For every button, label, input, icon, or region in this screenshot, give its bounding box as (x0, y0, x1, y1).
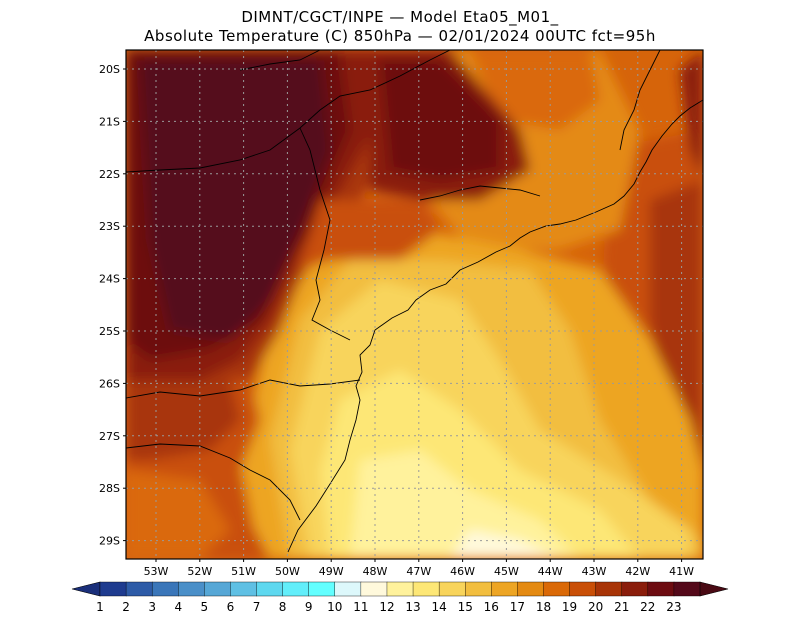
coastline (287, 99, 703, 553)
colorbar-segment (517, 581, 544, 597)
lon-tick-label: 47W (406, 565, 431, 578)
colorbar-label: 19 (562, 600, 577, 614)
colorbar-segment (125, 581, 153, 597)
colorbar-segment (99, 581, 127, 597)
colorbar-segment (595, 581, 623, 597)
colorbar-labels: 1 2 3 4 5 6 7 8 9 10 11 12 13 14 15 16 17 18 19 20 21 22 23 (96, 600, 681, 614)
colorbar-segment (386, 581, 414, 597)
lon-tick-label: 50W (275, 565, 300, 578)
colorbar-label: 14 (431, 600, 446, 614)
colorbar-label: 8 (279, 600, 287, 614)
colorbar-segment (543, 581, 571, 597)
lon-tick-label: 44W (538, 565, 563, 578)
colorbar-segment (438, 581, 466, 597)
state-border-3 (126, 379, 361, 399)
lon-tick-label: 46W (450, 565, 475, 578)
state-border-7 (239, 50, 321, 71)
colorbar-label: 4 (174, 600, 182, 614)
colorbar-segment (256, 581, 284, 597)
lat-tick-label: 29S (99, 535, 120, 548)
lon-tick-label: 48W (363, 565, 388, 578)
lon-tick-label: 45W (494, 565, 519, 578)
colorbar-segment (412, 581, 440, 597)
lat-tick-label: 27S (99, 430, 120, 443)
colorbar-label: 22 (640, 600, 655, 614)
colorbar-segment (334, 581, 362, 597)
colorbar-label: 5 (201, 600, 209, 614)
lat-tick-label: 24S (99, 273, 120, 286)
temperature-field (126, 50, 703, 559)
colorbar-label: 12 (379, 600, 394, 614)
lat-tick-label: 20S (99, 63, 120, 76)
colorbar-segment (491, 581, 518, 597)
colorbar-label: 10 (327, 600, 342, 614)
colorbar-segment (308, 581, 336, 597)
colorbar-label: 15 (458, 600, 473, 614)
colorbar (71, 581, 729, 597)
lon-tick-label: 43W (582, 565, 607, 578)
state-border-1 (126, 50, 451, 173)
lat-tick-label: 25S (99, 325, 120, 338)
colorbar-label: 17 (510, 600, 525, 614)
colorbar-left-arrow (71, 581, 101, 597)
lon-tick-label: 42W (625, 565, 650, 578)
colorbar-segment (465, 581, 492, 597)
colorbar-label: 2 (122, 600, 130, 614)
colorbar-label: 3 (148, 600, 156, 614)
colorbar-segment (282, 581, 310, 597)
colorbar-label: 16 (484, 600, 499, 614)
latitude-tick-labels: 20S 21S 22S 23S 24S 25S 26S 27S 28S 29S (99, 63, 126, 548)
colorbar-label: 21 (614, 600, 629, 614)
colorbar-label: 23 (666, 600, 681, 614)
colorbar-label: 9 (305, 600, 313, 614)
colorbar-label: 11 (353, 600, 368, 614)
colorbar-segment (647, 581, 675, 597)
map-title-line-2: Absolute Temperature (C) 850hPa — 02/01/… (144, 27, 656, 45)
longitude-tick-labels: 53W 52W 51W 50W 49W 48W 47W 46W 45W 44W 43W 42W 41W (144, 559, 694, 578)
state-border-2 (299, 127, 351, 341)
lat-tick-label: 26S (99, 377, 120, 390)
state-border-5 (419, 185, 541, 201)
lon-tick-label: 49W (319, 565, 344, 578)
colorbar-segment (230, 581, 258, 597)
colorbar-segment (673, 581, 701, 597)
lon-tick-label: 51W (231, 565, 256, 578)
map-frame (125, 49, 704, 560)
coastline-and-borders (126, 50, 703, 553)
lat-tick-label: 23S (99, 220, 120, 233)
colorbar-segment (621, 581, 649, 597)
colorbar-segment (360, 581, 388, 597)
colorbar-label: 1 (96, 600, 104, 614)
lat-tick-label: 22S (99, 168, 120, 181)
state-border-4 (126, 443, 301, 521)
lon-tick-label: 52W (187, 565, 212, 578)
colorbar-segment (178, 581, 205, 597)
lon-tick-label: 41W (669, 565, 694, 578)
colorbar-label: 18 (536, 600, 551, 614)
lat-tick-label: 28S (99, 482, 120, 495)
state-border-6 (619, 50, 661, 151)
colorbar-segment (151, 581, 179, 597)
colorbar-label: 13 (405, 600, 420, 614)
colorbar-label: 6 (227, 600, 235, 614)
colorbar-segment (204, 581, 231, 597)
lon-tick-label: 53W (144, 565, 169, 578)
colorbar-right-arrow (699, 581, 729, 597)
lat-lon-grid (126, 50, 703, 559)
colorbar-segment (569, 581, 597, 597)
colorbar-label: 20 (588, 600, 603, 614)
map-title-line-1: DIMNT/CGCT/INPE — Model Eta05_M01_ (241, 8, 559, 26)
lat-tick-label: 21S (99, 115, 120, 128)
colorbar-label: 7 (253, 600, 261, 614)
